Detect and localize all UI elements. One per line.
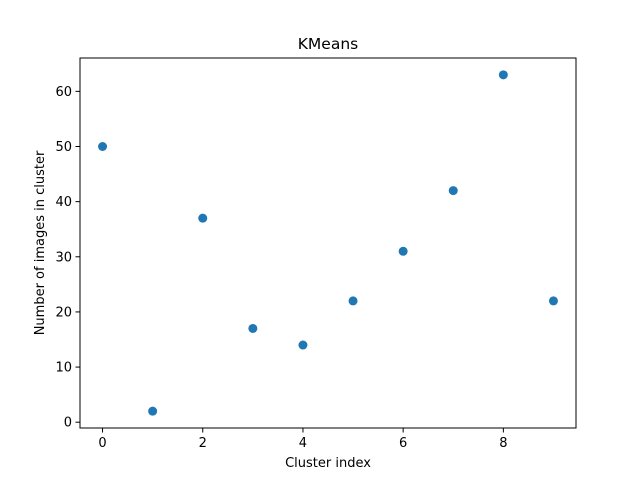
y-tick-label: 50: [55, 140, 72, 155]
axis-ticks: 0 2 4 6 8 0 10 20 30 40 50 60: [55, 85, 507, 451]
x-tick-label: 8: [499, 436, 507, 451]
data-point: [98, 142, 108, 152]
y-tick-label: 30: [55, 250, 72, 265]
data-point: [148, 406, 158, 416]
y-tick-label: 40: [55, 195, 72, 210]
y-tick-label: 10: [55, 361, 72, 376]
data-point: [348, 296, 358, 306]
y-axis-label: Number of images in cluster: [33, 150, 48, 335]
x-tick-label: 4: [299, 436, 307, 451]
chart-title: KMeans: [298, 35, 358, 53]
data-point: [198, 213, 208, 223]
x-tick-label: 0: [98, 436, 106, 451]
y-tick-label: 20: [55, 305, 72, 320]
data-point: [448, 186, 458, 196]
data-point: [398, 246, 408, 256]
data-point: [298, 340, 308, 350]
data-point: [498, 70, 508, 80]
x-axis-label: Cluster index: [285, 456, 371, 471]
plot-frame: [79, 57, 577, 429]
x-tick-label: 2: [199, 436, 207, 451]
y-tick-label: 0: [64, 416, 72, 431]
data-point: [548, 296, 558, 306]
x-tick-label: 6: [399, 436, 407, 451]
data-point: [248, 323, 258, 333]
data-points: [98, 70, 558, 416]
y-tick-label: 60: [55, 85, 72, 100]
